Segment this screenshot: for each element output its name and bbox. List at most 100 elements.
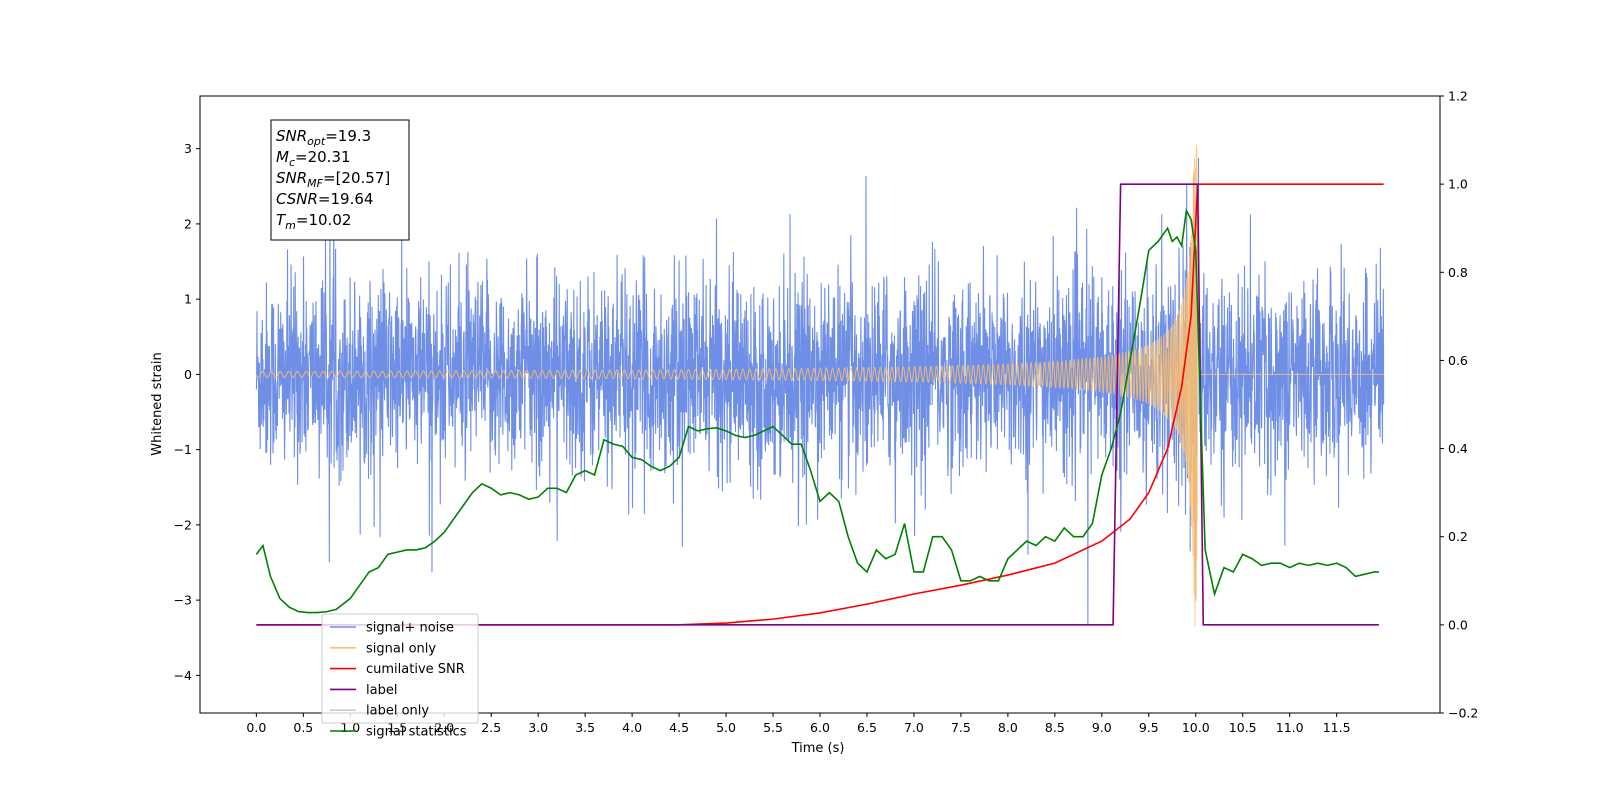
y2-tick-label: −0.2 — [1448, 706, 1478, 721]
legend-entry: label only — [330, 704, 429, 719]
legend-frame — [321, 613, 479, 724]
y-tick-label: −3 — [174, 593, 192, 608]
x-tick: 0.5 — [293, 713, 313, 735]
x-tick-label: 4.5 — [669, 720, 689, 735]
y-tick-label: −4 — [174, 668, 192, 683]
x-tick-label: 4.0 — [622, 720, 642, 735]
y2-tick: 0.4 — [1440, 441, 1468, 456]
x-tick-label: 7.5 — [951, 720, 971, 735]
series-signal-only — [255, 143, 1384, 627]
y2-tick: 0.8 — [1440, 265, 1468, 280]
annotation-frame — [270, 119, 410, 241]
y2-tick: −0.2 — [1440, 706, 1478, 721]
x-tick-label: 9.5 — [1139, 720, 1159, 735]
x-tick: 4.5 — [669, 713, 689, 735]
legend-label: label only — [366, 704, 429, 719]
x-tick-label: 10.5 — [1229, 720, 1257, 735]
legend-entry: signal statistics — [330, 725, 467, 740]
x-tick: 11.5 — [1323, 713, 1351, 735]
x-tick: 2.5 — [481, 713, 501, 735]
x-tick: 0.0 — [246, 713, 266, 735]
y-tick-label: 2 — [184, 216, 192, 231]
y-tick-label: 0 — [184, 367, 192, 382]
x-tick: 7.0 — [904, 713, 924, 735]
y2-tick: 0.6 — [1440, 353, 1468, 368]
series-cumilative-snr — [256, 183, 1384, 626]
x-tick: 8.5 — [1045, 713, 1065, 735]
x-tick-label: 7.0 — [904, 720, 924, 735]
legend-label: cumilative SNR — [366, 662, 465, 677]
x-tick-label: 6.0 — [810, 720, 830, 735]
annotation-subscript: MF — [307, 177, 323, 190]
x-tick: 8.0 — [998, 713, 1018, 735]
y2-tick-label: 0.2 — [1448, 529, 1468, 544]
y-tick-label: −2 — [174, 517, 192, 532]
x-tick-label: 2.5 — [481, 720, 501, 735]
y-tick: 3 — [184, 141, 200, 156]
x-tick-label: 8.5 — [1045, 720, 1065, 735]
stats-annotation-box: SNRopt=19.3Mc=20.31SNRMF=[20.57]CSNR=19.… — [270, 119, 410, 241]
y2-tick-label: 0.6 — [1448, 353, 1468, 368]
x-tick-label: 5.5 — [763, 720, 783, 735]
legend-label: signal statistics — [366, 725, 467, 740]
annotation-value: =20.31 — [295, 148, 351, 166]
legend-entry: signal+ noise — [330, 621, 454, 636]
legend-label: signal+ noise — [366, 621, 454, 636]
annotation-value: =10.02 — [296, 211, 352, 229]
x-axis: 0.0 0.5 1.0 1.5 2.0 2.5 3.0 3.5 4.0 4.5 5.0 5.5 6.0 6… — [246, 713, 1351, 735]
y-axis-left: −4 −3 −2 −1 0 1 2 3 — [174, 141, 200, 683]
x-tick-label: 10.0 — [1182, 720, 1210, 735]
y2-tick: 0.2 — [1440, 529, 1468, 544]
legend-entry: label — [330, 683, 397, 698]
x-tick: 5.0 — [716, 713, 736, 735]
right-axis-series — [255, 183, 1384, 626]
x-tick-label: 3.0 — [528, 720, 548, 735]
y-tick: −4 — [174, 668, 200, 683]
x-tick-label: 1.5 — [387, 720, 407, 735]
series-label — [256, 183, 1379, 626]
y-tick: −1 — [174, 442, 200, 457]
y2-tick: 1.2 — [1440, 89, 1468, 104]
x-tick-label: 0.5 — [293, 720, 313, 735]
x-tick: 9.5 — [1139, 713, 1159, 735]
x-tick: 4.0 — [622, 713, 642, 735]
annotation-line: Mc=20.31 — [276, 148, 351, 169]
annotation-value: =[20.57] — [323, 169, 390, 187]
annotation-subscript: m — [285, 219, 296, 232]
x-tick: 3.0 — [528, 713, 548, 735]
x-tick: 3.5 — [575, 713, 595, 735]
y-tick: −3 — [174, 593, 200, 608]
y-tick: 0 — [184, 367, 200, 382]
x-tick-label: 9.0 — [1092, 720, 1112, 735]
x-tick: 6.5 — [857, 713, 877, 735]
y2-tick-label: 0.0 — [1448, 617, 1468, 632]
x-tick-label: 3.5 — [575, 720, 595, 735]
y-axis-right: −0.2 0.0 0.2 0.4 0.6 0.8 1.0 1.2 — [1440, 89, 1478, 721]
annotation-value: =19.3 — [325, 127, 371, 145]
annotation-value: =19.64 — [318, 190, 374, 208]
y2-tick: 0.0 — [1440, 617, 1468, 632]
x-tick-label: 2.0 — [434, 720, 454, 735]
noise-series — [255, 157, 1385, 625]
x-tick-label: 5.0 — [716, 720, 736, 735]
x-tick-label: 6.5 — [857, 720, 877, 735]
y-tick: −2 — [174, 517, 200, 532]
x-tick: 10.0 — [1182, 713, 1210, 735]
legend: signal+ noise signal only cumilative SNR la… — [321, 613, 479, 740]
y2-tick-label: 0.4 — [1448, 441, 1468, 456]
series-signal-noise — [255, 157, 1385, 625]
annotation-subscript: opt — [307, 135, 326, 148]
annotation-line: SNRopt=19.3 — [276, 127, 371, 148]
x-tick-label: 11.0 — [1276, 720, 1304, 735]
y-tick-label: 1 — [184, 292, 192, 307]
x-tick: 11.0 — [1276, 713, 1304, 735]
x-tick: 6.0 — [810, 713, 830, 735]
annotation-subscript: c — [289, 156, 295, 169]
y2-tick-label: 1.2 — [1448, 89, 1468, 104]
legend-entry: cumilative SNR — [330, 662, 465, 677]
y-axis-label: Whitened strain — [150, 352, 165, 455]
y-tick: 2 — [184, 216, 200, 231]
legend-label: label — [366, 683, 397, 698]
y-tick-label: −1 — [174, 442, 192, 457]
